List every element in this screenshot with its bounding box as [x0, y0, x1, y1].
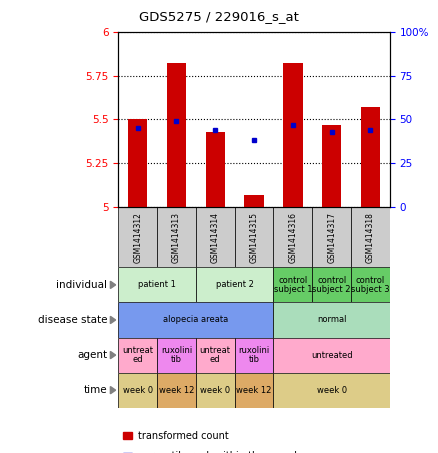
Text: week 12: week 12: [237, 386, 272, 395]
Text: percentile rank within the sample: percentile rank within the sample: [138, 451, 303, 453]
Bar: [312, 267, 351, 303]
Bar: [196, 267, 273, 303]
Bar: [273, 303, 390, 337]
Text: GSM1414315: GSM1414315: [250, 212, 258, 263]
Bar: [244, 195, 264, 207]
Text: GSM1414312: GSM1414312: [133, 212, 142, 263]
Bar: [196, 207, 235, 267]
Bar: [157, 337, 196, 373]
Bar: [322, 125, 341, 207]
Bar: [283, 63, 303, 207]
Bar: [273, 207, 312, 267]
Bar: [128, 120, 147, 207]
Bar: [235, 337, 273, 373]
Bar: [118, 337, 157, 373]
Text: normal: normal: [317, 315, 346, 324]
Bar: [273, 337, 390, 373]
Bar: [167, 63, 186, 207]
Bar: [118, 207, 157, 267]
Text: control
subject 1: control subject 1: [274, 275, 312, 294]
Text: GSM1414313: GSM1414313: [172, 212, 181, 263]
Bar: [312, 207, 351, 267]
Text: GDS5275 / 229016_s_at: GDS5275 / 229016_s_at: [139, 10, 299, 23]
Bar: [235, 207, 273, 267]
Text: patient 1: patient 1: [138, 280, 176, 289]
Bar: [157, 373, 196, 408]
Text: GSM1414317: GSM1414317: [327, 212, 336, 263]
Text: disease state: disease state: [38, 315, 107, 325]
Text: untreated: untreated: [311, 351, 353, 360]
Bar: [118, 303, 273, 337]
Text: week 0: week 0: [317, 386, 347, 395]
Bar: [273, 373, 390, 408]
Text: control
subject 3: control subject 3: [351, 275, 390, 294]
Text: week 12: week 12: [159, 386, 194, 395]
Text: agent: agent: [77, 350, 107, 360]
Text: untreat
ed: untreat ed: [200, 346, 231, 364]
Text: control
subject 2: control subject 2: [312, 275, 351, 294]
Bar: [361, 107, 380, 207]
Text: week 0: week 0: [200, 386, 230, 395]
Text: time: time: [84, 385, 107, 395]
Bar: [196, 337, 235, 373]
Text: ruxolini
tib: ruxolini tib: [238, 346, 270, 364]
Bar: [118, 267, 196, 303]
Bar: [235, 373, 273, 408]
Text: patient 2: patient 2: [215, 280, 254, 289]
Text: alopecia areata: alopecia areata: [163, 315, 229, 324]
Text: GSM1414316: GSM1414316: [288, 212, 297, 263]
Text: week 0: week 0: [123, 386, 153, 395]
Bar: [205, 132, 225, 207]
Text: untreat
ed: untreat ed: [122, 346, 153, 364]
Bar: [273, 267, 312, 303]
Bar: [351, 207, 390, 267]
Bar: [157, 207, 196, 267]
Text: individual: individual: [57, 280, 107, 290]
Bar: [351, 267, 390, 303]
Text: GSM1414314: GSM1414314: [211, 212, 220, 263]
Bar: [118, 373, 157, 408]
Text: GSM1414318: GSM1414318: [366, 212, 375, 263]
Text: ruxolini
tib: ruxolini tib: [161, 346, 192, 364]
Text: transformed count: transformed count: [138, 431, 228, 441]
Bar: [196, 373, 235, 408]
